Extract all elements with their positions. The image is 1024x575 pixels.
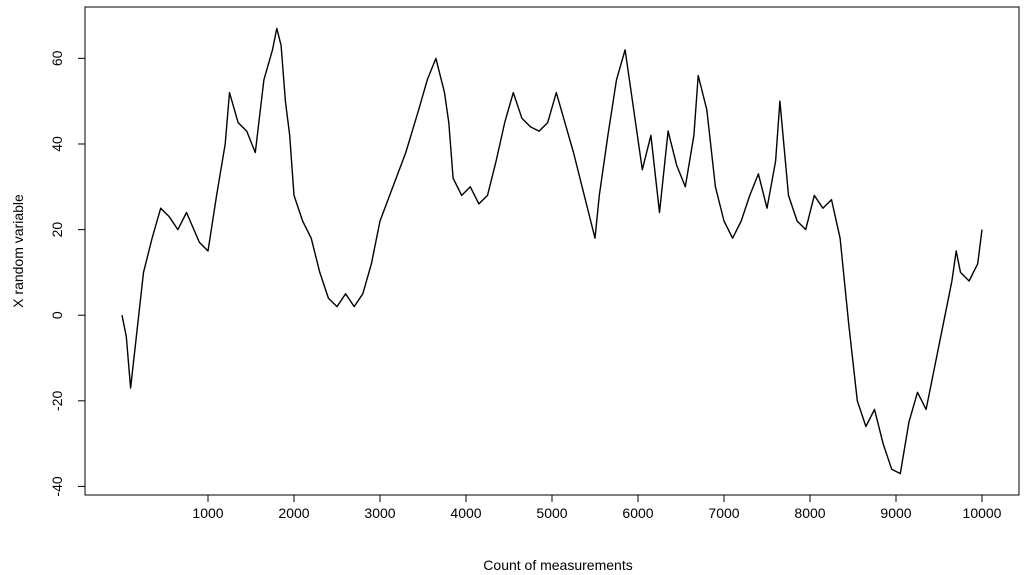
series-line [121,27,983,475]
x-tick-label: 1000 [192,505,223,521]
x-tick-label: 3000 [364,505,395,521]
x-tick-label: 7000 [708,505,739,521]
x-tick-label: 2000 [278,505,309,521]
y-tick-label: 20 [49,222,65,238]
y-axis: -40 -20 0 20 40 60 [49,50,85,497]
y-tick-label: -20 [49,390,65,410]
x-tick-label: 4000 [450,505,481,521]
y-tick-label: -40 [49,476,65,496]
x-tick-label: 6000 [622,505,653,521]
y-tick-label: 40 [49,136,65,152]
y-axis-label: X random variable [10,194,26,308]
x-tick-label: 9000 [880,505,911,521]
plot-frame [84,6,1020,496]
y-tick-label: 60 [49,50,65,66]
y-tick-label: 0 [49,311,65,319]
x-axis: 1000 2000 3000 4000 5000 6000 7000 8000 9000 1000… [192,495,1002,521]
x-tick-label: 10000 [963,505,1002,521]
x-tick-label: 5000 [536,505,567,521]
x-tick-label: 8000 [794,505,825,521]
x-axis-label: Count of measurements [483,557,632,573]
